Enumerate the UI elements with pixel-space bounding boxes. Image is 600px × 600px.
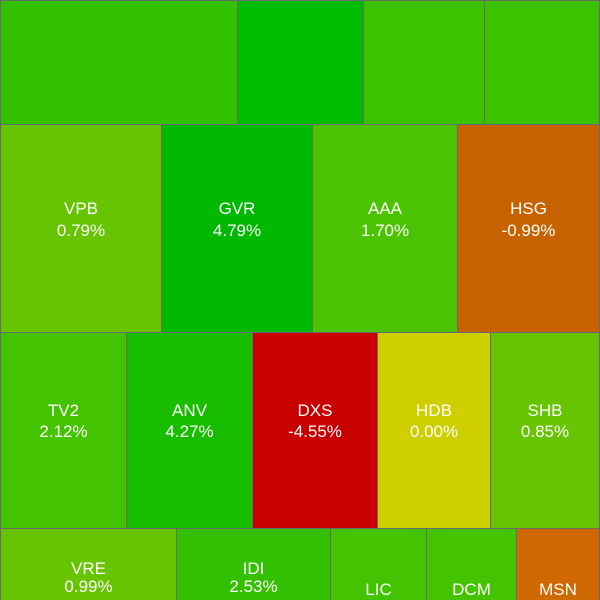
ticker: ANV <box>172 401 207 420</box>
tile[interactable]: SHB 0.85% <box>490 332 600 529</box>
ticker: IDI <box>242 559 265 578</box>
ticker: SHB <box>527 401 563 420</box>
ticker: DCM <box>452 580 491 599</box>
ticker: VRE <box>71 559 106 578</box>
change: 0.00% <box>409 422 459 441</box>
change: 4.79% <box>212 221 262 240</box>
tile[interactable]: HDB 0.00% <box>377 332 491 529</box>
change: 2.53% <box>229 577 278 596</box>
tile[interactable]: TV2 2.12% <box>0 332 127 529</box>
tile[interactable] <box>363 0 485 125</box>
tile[interactable]: ANV 4.27% <box>126 332 253 529</box>
change: 0.85% <box>520 422 570 441</box>
change: 1.70% <box>360 221 410 240</box>
ticker: LIC <box>365 580 392 599</box>
tile[interactable] <box>0 0 238 125</box>
tile[interactable] <box>237 0 364 125</box>
ticker: DXS <box>297 401 333 420</box>
change: 0.99% <box>64 577 113 596</box>
tile[interactable]: DCM <box>426 528 517 600</box>
change: -4.55% <box>288 422 342 441</box>
tile[interactable]: HSG -0.99% <box>457 124 600 333</box>
ticker: HDB <box>416 401 452 420</box>
tile[interactable]: GVR 4.79% <box>161 124 313 333</box>
tile[interactable]: VRE 0.99% <box>0 528 177 600</box>
ticker: AAA <box>367 199 403 218</box>
ticker: TV2 <box>47 401 80 420</box>
tile[interactable]: DXS -4.55% <box>252 332 378 529</box>
tile[interactable]: AAA 1.70% <box>312 124 458 333</box>
tile[interactable]: VPB 0.79% <box>0 124 162 333</box>
tile[interactable] <box>484 0 600 125</box>
tile[interactable]: IDI 2.53% <box>176 528 331 600</box>
ticker: HSG <box>510 199 547 218</box>
change: 4.27% <box>165 422 214 441</box>
change: 0.79% <box>56 221 106 240</box>
tile[interactable]: MSN <box>516 528 600 600</box>
change: -0.99% <box>501 221 556 240</box>
change: 2.12% <box>39 422 88 441</box>
ticker: VPB <box>63 199 99 218</box>
ticker: GVR <box>218 199 256 218</box>
ticker: MSN <box>539 580 577 599</box>
tile[interactable]: LIC <box>330 528 427 600</box>
